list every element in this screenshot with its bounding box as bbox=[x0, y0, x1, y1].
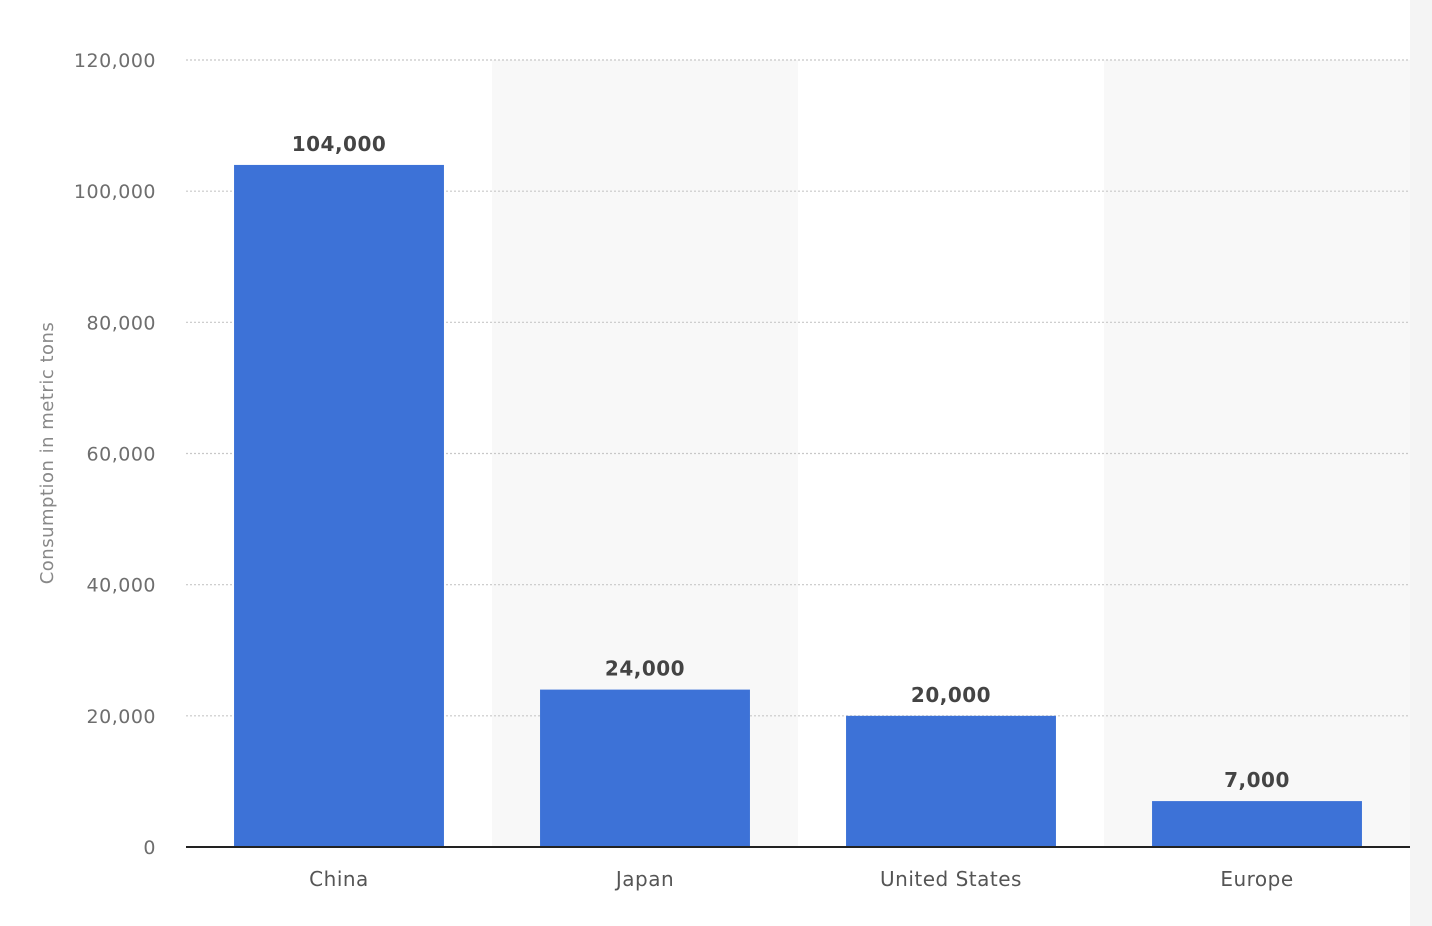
bar[interactable] bbox=[1152, 801, 1362, 847]
bar[interactable] bbox=[540, 689, 750, 847]
x-tick-label: Europe bbox=[1220, 867, 1293, 891]
y-tick-label: 80,000 bbox=[87, 312, 156, 334]
y-axis-ticks: 0 20,000 40,000 60,000 80,000 100,000 120,000 bbox=[74, 50, 156, 859]
data-label: 104,000 bbox=[292, 132, 387, 156]
x-tick-label: United States bbox=[880, 867, 1022, 891]
bar[interactable] bbox=[846, 715, 1056, 847]
bars bbox=[234, 164, 1362, 847]
y-axis-title: Consumption in metric tons bbox=[37, 322, 58, 585]
bar[interactable] bbox=[234, 164, 444, 847]
data-labels: 104,000 24,000 20,000 7,000 bbox=[292, 132, 1290, 792]
x-tick-label: Japan bbox=[614, 867, 674, 891]
x-tick-label: China bbox=[309, 867, 369, 891]
y-tick-label: 100,000 bbox=[74, 181, 156, 203]
x-axis-ticks: China Japan United States Europe bbox=[309, 867, 1293, 891]
data-label: 7,000 bbox=[1224, 768, 1290, 792]
y-tick-label: 60,000 bbox=[87, 444, 156, 466]
y-tick-label: 120,000 bbox=[74, 50, 156, 72]
data-label: 24,000 bbox=[605, 657, 685, 681]
y-tick-label: 40,000 bbox=[87, 575, 156, 597]
column-band bbox=[1104, 60, 1410, 847]
y-tick-label: 20,000 bbox=[87, 706, 156, 728]
data-label: 20,000 bbox=[911, 683, 991, 707]
right-edge-panel bbox=[1410, 0, 1432, 926]
y-tick-label: 0 bbox=[143, 837, 156, 859]
